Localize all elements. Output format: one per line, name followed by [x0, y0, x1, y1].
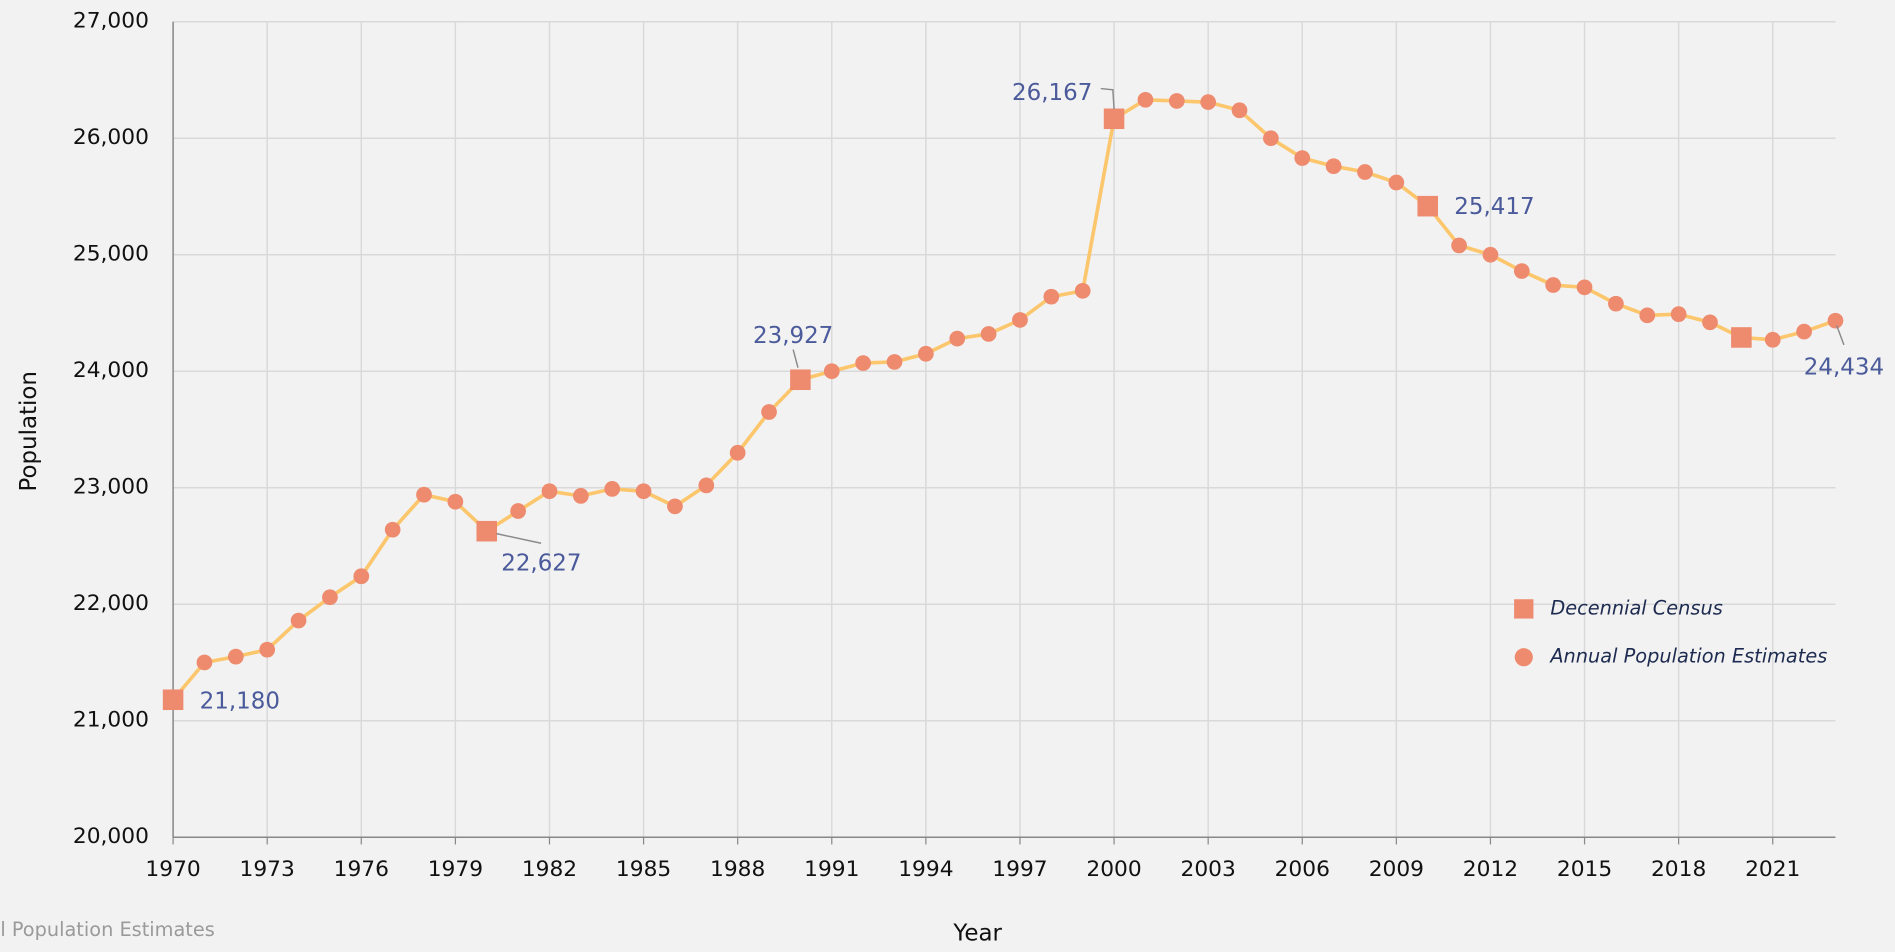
estimate-marker: [1200, 94, 1217, 110]
census-marker: [1417, 195, 1438, 217]
y-tick-label: 23,000: [73, 475, 149, 500]
estimate-marker: [667, 498, 683, 515]
estimate-marker: [729, 444, 746, 461]
x-tick-label: 2015: [1557, 857, 1612, 882]
estimate-marker: [980, 326, 997, 342]
legend-label: Decennial Census: [1550, 596, 1722, 619]
census-marker: [162, 689, 184, 711]
x-tick-label: 1985: [616, 857, 671, 882]
estimate-marker: [1263, 130, 1279, 147]
data-label: 26,167: [1012, 80, 1092, 106]
estimate-marker: [416, 486, 432, 503]
x-tick-label: 1973: [240, 857, 295, 882]
estimate-marker: [1702, 314, 1718, 331]
estimate-marker: [635, 483, 652, 500]
x-tick-label: 2021: [1745, 857, 1800, 882]
leader-line: [1100, 87, 1115, 110]
estimate-marker: [823, 363, 840, 380]
estimate-marker: [1168, 93, 1185, 109]
y-tick-label: 25,000: [73, 242, 149, 267]
x-tick-label: 1982: [522, 857, 577, 882]
footnote: l Population Estimates: [0, 918, 214, 941]
leader-line: [792, 349, 799, 368]
estimate-marker: [698, 477, 715, 494]
legend-marker: [1514, 599, 1534, 619]
legend-marker: [1514, 648, 1533, 667]
x-tick-label: 1991: [804, 857, 859, 882]
estimate-marker: [447, 493, 464, 510]
estimate-marker: [604, 481, 621, 497]
x-tick-label: 2000: [1086, 857, 1141, 882]
estimate-marker: [290, 612, 307, 629]
data-label: 24,434: [1804, 354, 1884, 380]
estimate-marker: [1513, 263, 1530, 279]
estimate-marker: [1357, 164, 1373, 180]
estimate-marker: [918, 345, 934, 362]
data-label: 25,417: [1454, 194, 1534, 220]
estimate-marker: [1325, 158, 1342, 175]
y-tick-label: 22,000: [73, 591, 149, 616]
estimate-marker: [1451, 237, 1467, 254]
y-tick-label: 20,000: [73, 824, 149, 849]
y-tick-label: 26,000: [73, 125, 149, 150]
x-tick-label: 2012: [1463, 857, 1518, 882]
estimate-marker: [1137, 91, 1154, 108]
census-marker: [1103, 108, 1125, 130]
estimate-marker: [1576, 279, 1593, 296]
x-tick-label: 1970: [145, 857, 200, 882]
y-tick-label: 27,000: [73, 9, 149, 34]
census-marker: [476, 520, 498, 542]
x-tick-label: 1988: [710, 857, 765, 882]
estimate-marker: [227, 648, 244, 665]
estimate-marker: [1294, 150, 1311, 166]
x-tick-label: 1979: [428, 857, 483, 882]
estimate-marker: [196, 654, 213, 671]
estimate-marker: [1231, 102, 1248, 119]
estimate-marker: [259, 641, 276, 658]
y-axis-title: Population: [16, 371, 42, 492]
estimate-marker: [1388, 174, 1405, 191]
estimate-marker: [572, 488, 589, 504]
x-tick-label: 2009: [1369, 857, 1424, 882]
estimate-marker: [1608, 295, 1624, 312]
estimate-marker: [1827, 312, 1844, 329]
x-axis-title: Year: [952, 920, 1002, 946]
estimate-marker: [541, 483, 558, 500]
estimate-marker: [322, 589, 338, 606]
estimate-marker: [1796, 323, 1812, 340]
census-marker: [1731, 327, 1752, 348]
y-tick-label: 24,000: [73, 358, 149, 383]
x-tick-label: 1994: [898, 857, 953, 882]
data-label: 22,627: [501, 550, 581, 576]
estimate-marker: [1764, 331, 1781, 348]
estimate-marker: [1670, 306, 1687, 323]
x-tick-label: 2018: [1651, 857, 1706, 882]
estimate-marker: [855, 355, 871, 371]
estimate-marker: [1043, 288, 1060, 305]
x-tick-label: 2003: [1181, 857, 1236, 882]
estimate-marker: [353, 568, 370, 585]
estimate-marker: [886, 354, 903, 370]
census-marker: [790, 369, 811, 391]
leader-line: [1835, 325, 1845, 346]
estimate-marker: [510, 503, 526, 519]
estimate-marker: [761, 404, 777, 420]
estimate-marker: [1012, 312, 1028, 328]
x-tick-label: 1976: [334, 857, 389, 882]
estimate-marker: [949, 330, 966, 347]
x-tick-label: 2006: [1275, 857, 1330, 882]
estimate-marker: [1074, 283, 1091, 299]
data-label: 23,927: [753, 323, 833, 349]
estimate-marker: [1482, 246, 1499, 263]
y-tick-label: 21,000: [73, 708, 149, 733]
leader-line: [496, 532, 542, 544]
estimate-marker: [1639, 307, 1656, 324]
legend-label: Annual Population Estimates: [1548, 645, 1827, 668]
x-tick-label: 1997: [992, 857, 1047, 882]
estimate-marker: [384, 521, 401, 538]
estimate-marker: [1545, 277, 1562, 293]
data-label: 21,180: [200, 689, 280, 715]
